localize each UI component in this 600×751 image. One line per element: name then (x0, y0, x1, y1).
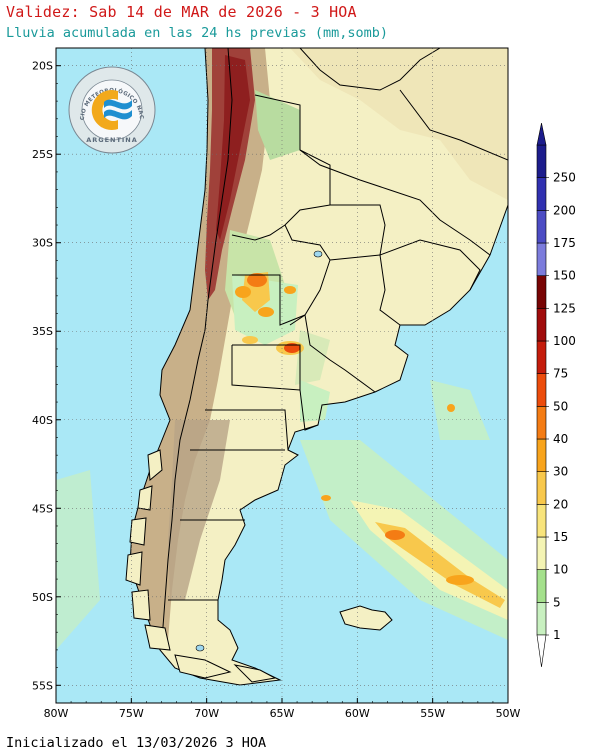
colorbar-label: 250 (553, 171, 576, 185)
ocean-rain-max (385, 530, 405, 540)
sun-icon (91, 90, 118, 130)
lake-patagonia (195, 644, 205, 652)
colorbar-swatch (536, 406, 547, 440)
colorbar-label: 5 (553, 595, 561, 609)
land-malvinas (339, 605, 393, 631)
colorbar-label: 175 (553, 236, 576, 250)
lon-tick-label: 60W (345, 707, 370, 720)
rain-riodelaplata (284, 286, 296, 294)
ocean-rain-band-orange (375, 522, 505, 608)
colorbar-label: 50 (553, 399, 568, 413)
colorbar-label: 30 (553, 465, 568, 479)
init-footer: Inicializado el 13/03/2026 3 HOA (6, 735, 267, 751)
colorbar-top-arrow (536, 122, 547, 146)
rain-atlantic-spot (321, 495, 331, 501)
ocean-rain-max-2 (446, 575, 474, 585)
colorbar-swatch (536, 308, 547, 342)
lake-mar-chiquita (313, 250, 323, 258)
rain-uruguay-spot (447, 404, 455, 412)
rain-mendoza (235, 286, 251, 298)
colorbar-swatch (536, 242, 547, 276)
lat-tick-label: 45S (32, 502, 53, 515)
colorbar-swatch (536, 602, 547, 636)
terrain-green-pampa (295, 330, 330, 385)
lat-tick-label: 55S (32, 679, 53, 692)
lat-tick-label: 35S (32, 325, 53, 338)
rain-buenos-aires (300, 380, 330, 422)
ocean-rain-north-atlantic (430, 380, 490, 440)
wave-icon-2 (104, 109, 132, 120)
colorbar-label: 200 (553, 203, 576, 217)
colorbar-label: 20 (553, 497, 568, 511)
colorbar-swatch (536, 504, 547, 538)
colorbar-label: 125 (553, 301, 576, 315)
colorbar-swatch (536, 438, 547, 472)
colorbar-swatch (536, 471, 547, 505)
map-title: Validez: Sab 14 de MAR de 2026 - 3 HOA (6, 3, 357, 21)
chile-islands (125, 449, 277, 683)
lon-tick-label: 55W (420, 707, 445, 720)
colorbar-swatch (536, 340, 547, 374)
wave-icon (104, 99, 132, 110)
colorbar-swatch (536, 144, 547, 178)
colorbar-swatch (536, 536, 547, 570)
colorbar-swatch (536, 569, 547, 603)
lon-tick-label: 70W (194, 707, 219, 720)
lat-tick-label: 20S (32, 60, 53, 73)
colorbar-label: 150 (553, 269, 576, 283)
lon-tick-label: 65W (270, 707, 295, 720)
rain-pampa-south (242, 336, 258, 344)
ocean-rain-pacific (56, 470, 100, 650)
borders (129, 48, 508, 686)
terrain-andes-peak (216, 55, 250, 240)
colorbar-label: 75 (553, 367, 568, 381)
terrain-green-north (255, 90, 300, 160)
lat-tick-label: 50S (32, 591, 53, 604)
colorbar-swatch (536, 210, 547, 244)
colorbar-label: 100 (553, 334, 576, 348)
lat-tick-label: 25S (32, 148, 53, 161)
lat-tick-label: 30S (32, 237, 53, 250)
lat-tick-label: 40S (32, 414, 53, 427)
colorbar-swatch (536, 177, 547, 211)
colorbar-label: 40 (553, 432, 568, 446)
rain-cordoba-core (247, 273, 267, 287)
lon-tick-label: 75W (119, 707, 144, 720)
logo-country: ARGENTINA (86, 136, 138, 144)
lon-tick-label: 80W (44, 707, 69, 720)
colorbar-swatch (536, 275, 547, 309)
colorbar-label: 10 (553, 563, 568, 577)
colorbar-label: 15 (553, 530, 568, 544)
colorbar-bottom-arrow (536, 634, 547, 668)
map-frame (55, 47, 509, 704)
terrain-patagonia (168, 420, 230, 600)
lon-tick-label: 50W (496, 707, 521, 720)
colorbar-swatch (536, 373, 547, 407)
map-subtitle: Lluvia acumulada en las 24 hs previas (m… (6, 25, 389, 41)
rain-sanluis (258, 307, 274, 317)
grid (56, 48, 508, 703)
colorbar-label: 1 (553, 628, 561, 642)
terrain-andes (130, 48, 270, 650)
